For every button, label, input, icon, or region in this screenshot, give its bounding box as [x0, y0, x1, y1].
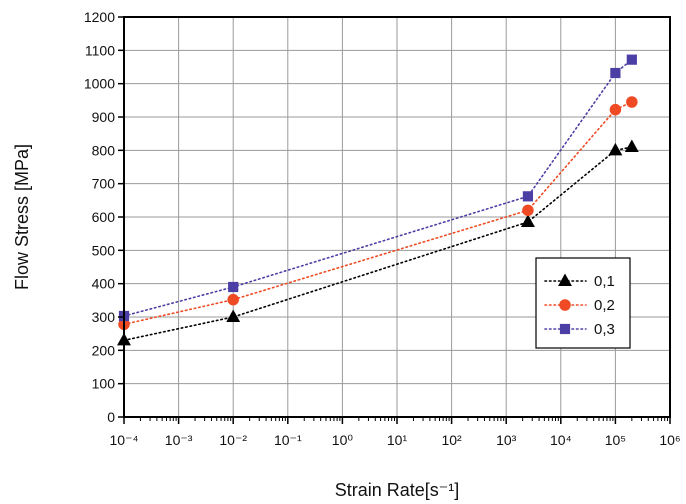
y-tick-label: 700 — [92, 176, 116, 192]
data-point — [608, 142, 623, 156]
y-tick-label: 1100 — [85, 42, 115, 58]
y-axis-ticks: 0 100 200 300 400 500 600 700 800 900 1000 1100 1200 — [84, 9, 124, 425]
data-point — [626, 54, 637, 65]
data-point — [226, 309, 241, 323]
y-tick-label: 600 — [92, 209, 116, 225]
y-tick-label: 400 — [92, 276, 116, 292]
legend-marker — [559, 299, 571, 311]
y-tick-label: 900 — [92, 109, 116, 125]
data-point — [626, 96, 638, 108]
data-point — [228, 281, 239, 293]
x-tick-label: 10⁻³ — [165, 432, 193, 448]
y-tick-label: 1000 — [84, 76, 115, 92]
data-point — [610, 67, 621, 79]
x-tick-label: 10⁻¹ — [274, 432, 302, 448]
legend: 0,1 0,2 0,3 — [535, 257, 631, 349]
y-tick-label: 200 — [92, 342, 116, 358]
data-point — [624, 139, 639, 153]
y-tick-label: 1200 — [84, 9, 115, 25]
data-point — [522, 191, 534, 202]
data-point — [520, 214, 535, 228]
legend-label: 0,2 — [594, 297, 615, 314]
legend-marker — [558, 273, 572, 287]
x-tick-label: 10⁻² — [219, 432, 247, 448]
series-line — [123, 146, 633, 342]
x-tick-label: 10⁰ — [332, 432, 354, 448]
legend-box — [535, 257, 631, 349]
x-tick-label: 10³ — [496, 432, 517, 448]
legend-marker — [559, 323, 571, 335]
x-tick-label: 10⁵ — [605, 432, 626, 448]
y-tick-label: 500 — [92, 242, 116, 258]
x-tick-label: 10⁴ — [550, 432, 572, 448]
y-tick-label: 800 — [92, 142, 116, 158]
x-tick-label: 10⁶ — [659, 432, 680, 448]
data-point — [609, 103, 622, 116]
y-tick-label: 0 — [107, 409, 115, 425]
data-point — [227, 293, 239, 306]
y-axis-title: Flow Stress [MPa] — [12, 144, 32, 290]
y-tick-label: 100 — [92, 376, 116, 392]
x-tick-label: 10¹ — [387, 432, 408, 448]
x-tick-label: 10⁻⁴ — [110, 432, 139, 448]
data-point — [522, 204, 534, 217]
legend-label: 0,3 — [594, 321, 615, 338]
x-tick-label: 10² — [441, 432, 462, 448]
grid-lines — [123, 16, 671, 418]
legend-label: 0,1 — [594, 273, 615, 290]
y-tick-label: 300 — [92, 309, 116, 325]
x-axis-ticks: 10⁻⁴ 10⁻³ 10⁻² 10⁻¹ 10⁰ 10¹ 10² 10³ 10⁴ 10⁵ 10⁶ — [110, 417, 681, 448]
x-axis-title: Strain Rate[s⁻¹] — [335, 480, 460, 500]
